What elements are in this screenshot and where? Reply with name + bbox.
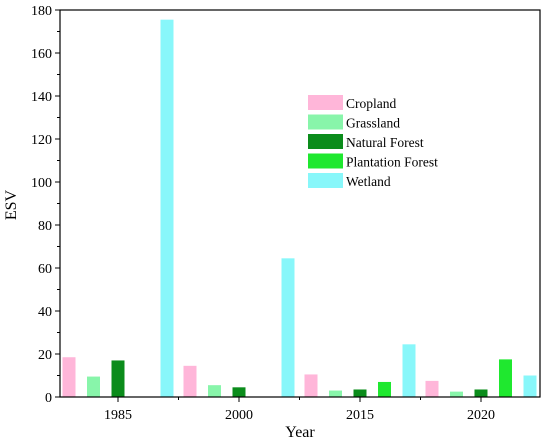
x-tick-label-2000: 2000: [225, 408, 253, 423]
y-tick-label-120: 120: [31, 133, 52, 148]
plot-frame: [59, 9, 541, 398]
y-tick-label-160: 160: [31, 47, 52, 62]
bar-grassland-2000: [208, 385, 221, 397]
legend-label-grassland: Grassland: [346, 116, 400, 131]
x-axis-title: Year: [285, 424, 315, 441]
bar-cropland-2015: [304, 374, 318, 397]
bar-grassland-2015: [329, 390, 342, 397]
legend-swatch-plantation-forest: [308, 153, 343, 169]
y-tick-label-100: 100: [31, 176, 52, 191]
bar-cropland-1985: [62, 357, 76, 397]
y-tick-label-20: 20: [38, 348, 52, 363]
bar-grassland-1985: [87, 376, 100, 397]
bar-cropland-2020: [425, 380, 439, 398]
bar-wetland-2000: [281, 258, 295, 397]
y-axis-title: ESV: [3, 189, 20, 220]
y-tick-label-0: 0: [45, 391, 52, 406]
legend-label-wetland: Wetland: [346, 174, 391, 189]
y-tick-label-60: 60: [38, 262, 52, 277]
ticks-group: 0 20 40 60 80 100 120 140 160 180 1985 2000 2015 2020: [31, 4, 495, 423]
bar-natural-forest-2015: [353, 389, 367, 397]
legend-swatch-natural-forest: [308, 134, 343, 149]
legend-label-cropland: Cropland: [346, 96, 396, 111]
bar-wetland-2020: [523, 375, 537, 397]
x-tick-label-2015: 2015: [346, 408, 374, 423]
legend: Cropland Grassland Natural Forest Plantatio…: [308, 95, 438, 189]
bars-group: [62, 19, 537, 398]
bar-natural-forest-2000: [232, 387, 246, 397]
legend-swatch-cropland: [308, 95, 343, 110]
y-tick-label-180: 180: [31, 4, 52, 19]
y-tick-label-140: 140: [31, 90, 52, 105]
axes-group: [59, 9, 541, 398]
bar-plantation-forest-2020: [499, 359, 512, 398]
legend-label-plantation-forest: Plantation Forest: [346, 155, 438, 170]
bar-wetland-2015: [402, 344, 416, 397]
bar-natural-forest-1985: [111, 360, 125, 397]
legend-swatch-grassland: [308, 114, 343, 130]
y-tick-label-80: 80: [38, 219, 52, 234]
legend-label-natural-forest: Natural Forest: [346, 135, 424, 150]
bar-grassland-2020: [450, 391, 463, 398]
bar-wetland-1985: [160, 19, 174, 398]
bar-plantation-forest-2015: [378, 381, 391, 397]
x-tick-label-1985: 1985: [104, 408, 132, 423]
bar-cropland-2000: [183, 365, 197, 397]
bar-natural-forest-2020: [474, 389, 488, 397]
legend-swatch-wetland: [308, 173, 343, 188]
y-tick-label-40: 40: [38, 305, 52, 320]
x-tick-label-2020: 2020: [467, 408, 495, 423]
